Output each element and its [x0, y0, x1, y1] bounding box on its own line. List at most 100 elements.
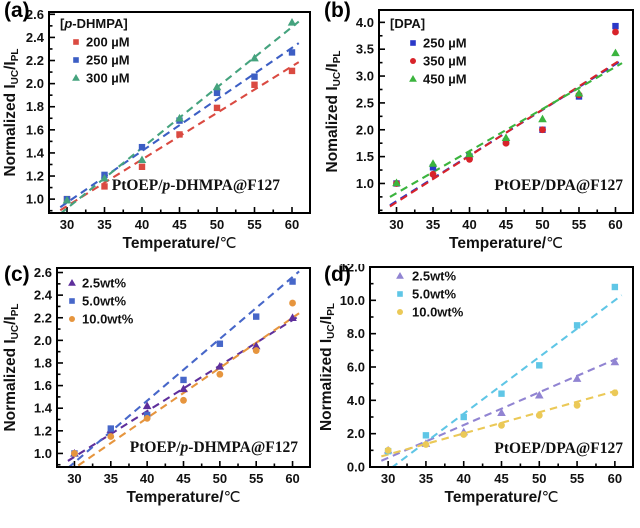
data-point	[287, 17, 297, 26]
x-tick-label: 45	[494, 471, 508, 486]
x-tick-label: 55	[247, 217, 261, 232]
y-tick-label: 4.0	[356, 15, 374, 30]
data-point	[250, 53, 259, 62]
data-point	[288, 313, 297, 321]
legend-entry-label: 10.0wt%	[82, 312, 134, 327]
legend-marker	[68, 279, 76, 286]
data-point	[289, 278, 296, 285]
y-tick-label: 1.6	[34, 378, 52, 393]
data-point	[610, 357, 620, 366]
trend-line	[389, 62, 623, 198]
data-point	[498, 390, 505, 397]
data-point	[71, 450, 78, 457]
x-tick-label: 35	[426, 217, 440, 232]
data-point	[100, 173, 109, 182]
legend-entry-label: 300 µM	[86, 71, 130, 86]
y-tick-label: 2.0	[26, 76, 44, 91]
x-tick-label: 55	[570, 471, 584, 486]
data-point	[497, 408, 506, 417]
axis-ticks	[370, 266, 616, 468]
x-tick-label: 60	[608, 471, 622, 486]
data-point	[101, 183, 108, 190]
data-point	[142, 401, 152, 410]
x-tick-label: 30	[389, 217, 403, 232]
x-tick-label: 40	[135, 217, 149, 232]
y-tick-label: 2.4	[26, 30, 45, 45]
x-tick-label: 45	[172, 217, 186, 232]
chart-b: 30 35 40 45 50 55 60 1.0 1.5 2.0 2.5 3.0 3.5 4.0 [DPA]…	[324, 9, 634, 252]
data-point	[573, 401, 581, 409]
data-point	[573, 322, 581, 329]
legend-marker	[410, 40, 416, 46]
data-point	[611, 283, 619, 291]
data-point	[501, 133, 511, 142]
plot-frame	[48, 11, 311, 214]
y-tick-label: 1.5	[356, 149, 374, 164]
series-10.0wt%	[384, 389, 619, 454]
y-tick-label: 1.8	[34, 355, 52, 370]
y-tick-label: 12.0	[340, 264, 365, 275]
legend-marker	[396, 272, 404, 279]
data-point	[428, 159, 438, 167]
x-tick-label: 40	[456, 471, 470, 486]
legend: [p-DHMPA] 200 µM 250 µM 300 µM	[60, 16, 130, 86]
data-point	[539, 126, 546, 134]
legend-entry-label: 450 µM	[423, 72, 467, 87]
y-axis-label: Normalized IUC/IPL	[2, 303, 21, 431]
y-tick-label: 3.5	[356, 42, 374, 57]
x-tick-label: 55	[249, 471, 263, 486]
x-tick-label: 60	[285, 217, 299, 232]
legend-marker	[397, 291, 403, 297]
data-point	[216, 340, 224, 347]
panel-label-b: (b)	[324, 0, 351, 22]
x-tick-label: 45	[176, 471, 190, 486]
panel-a: (a) 30 35 40 45 50 55 60 1.0 1.2 1.4 1.6 1.8 2.0 2.2 2…	[0, 0, 320, 264]
y-tick-label: 2.2	[26, 53, 44, 68]
trend-line	[381, 388, 622, 458]
series-10.0wt%	[71, 299, 296, 457]
data-point	[251, 81, 258, 88]
series-300 µM	[62, 17, 297, 204]
data-point	[612, 28, 619, 36]
panel-label-a: (a)	[4, 0, 30, 22]
data-point	[611, 48, 620, 57]
legend-marker	[72, 74, 80, 81]
sample-annotation: PtOEP/p-DHMPA@F127	[112, 177, 281, 194]
y-tick-label: 2.0	[34, 333, 52, 348]
x-tick-label: 30	[381, 471, 395, 486]
data-point	[288, 67, 296, 75]
data-point	[253, 313, 260, 320]
y-tick-label: 0.0	[347, 460, 365, 475]
panel-b: (b) 30 35 40 45 50 55 60 1.0 1.5 2.0 2.5 3.0 3.5 4.0 […	[320, 0, 640, 264]
x-tick-label: 50	[532, 471, 546, 486]
x-tick-label: 55	[572, 217, 586, 232]
data-point	[429, 170, 437, 178]
x-tick-label: 30	[60, 217, 74, 232]
y-tick-label: 6.0	[347, 360, 365, 375]
y-tick-label: 3.0	[356, 69, 374, 84]
y-tick-label: 2.6	[26, 7, 44, 22]
data-point	[180, 396, 187, 404]
panel-label-d: (d)	[324, 263, 351, 286]
data-point	[429, 164, 437, 171]
trend-lines	[389, 58, 623, 208]
data-point	[612, 22, 619, 30]
y-tick-label: 4.0	[347, 393, 365, 408]
legend: 2.5wt% 5.0wt% 10.0wt%	[396, 269, 464, 320]
data-point	[535, 411, 543, 419]
x-tick-label: 50	[535, 217, 549, 232]
data-point	[502, 139, 510, 147]
chart-c: 30 35 40 45 50 55 60 1.0 1.2 1.4 1.6 1.8 2.0 2.2 2.4 2.…	[2, 265, 311, 506]
data-point	[107, 425, 114, 432]
plot-frame	[378, 9, 634, 214]
legend: 2.5wt% 5.0wt% 10.0wt%	[68, 276, 134, 327]
legend-marker	[397, 309, 403, 315]
y-tick-label: 1.6	[26, 122, 44, 137]
data-point	[180, 376, 187, 384]
legend-marker	[69, 316, 75, 322]
data-point	[392, 178, 401, 187]
data-point	[384, 446, 392, 454]
data-point	[62, 195, 72, 204]
legend-marker	[409, 75, 417, 82]
